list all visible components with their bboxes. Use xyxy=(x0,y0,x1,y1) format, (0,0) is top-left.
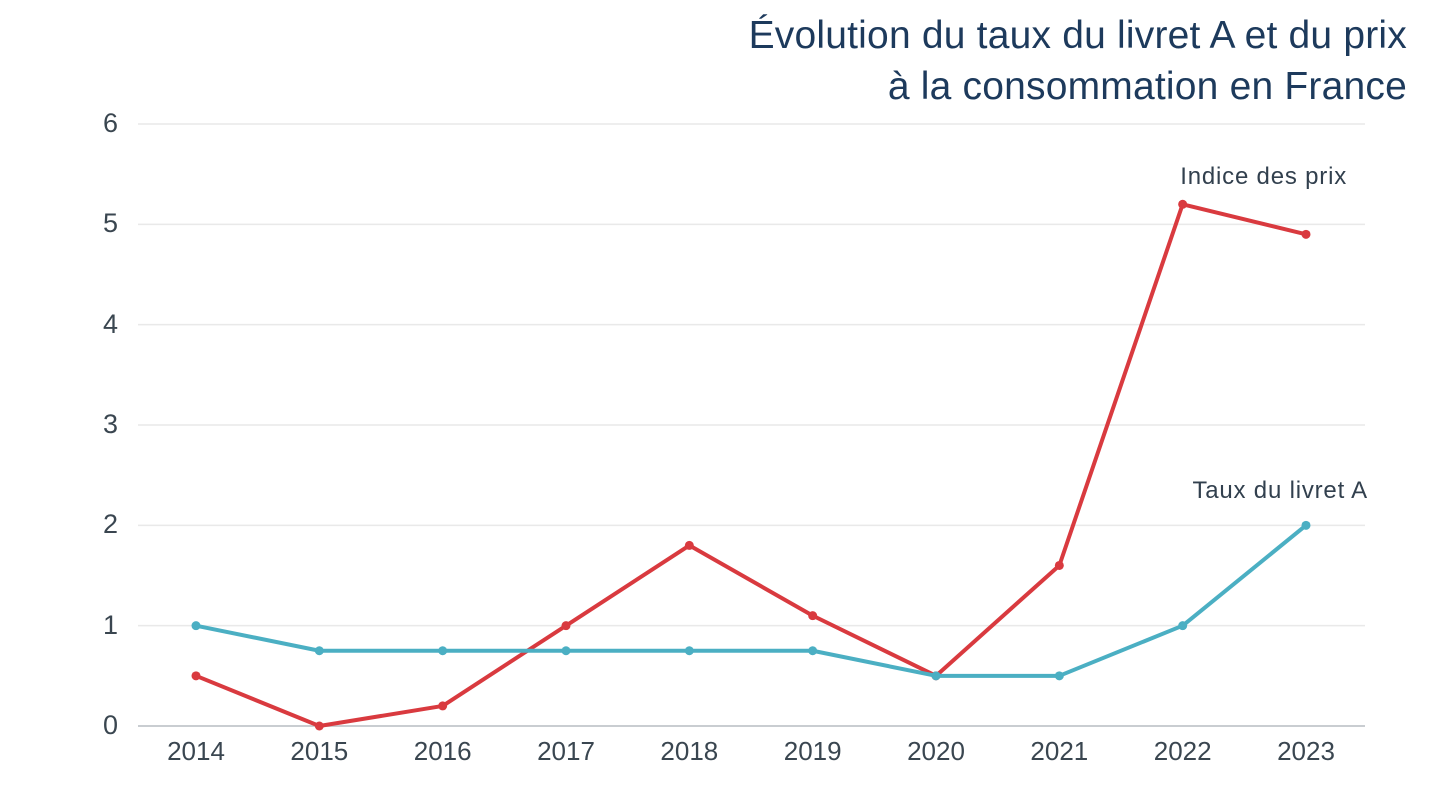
data-point xyxy=(1054,671,1064,681)
y-tick-label: 3 xyxy=(102,409,118,439)
x-tick-label: 2016 xyxy=(413,736,472,766)
series-label-taux-du-livret-a: Taux du livret A xyxy=(1192,477,1368,504)
data-point xyxy=(314,721,324,731)
chart-title-line2: à la consommation en France xyxy=(887,65,1407,108)
y-tick-label: 0 xyxy=(102,710,118,740)
data-point xyxy=(1054,560,1064,570)
y-tick-label: 4 xyxy=(102,308,118,339)
x-tick-label: 2018 xyxy=(660,736,719,766)
y-tick-label: 2 xyxy=(102,509,118,540)
x-tick-label: 2015 xyxy=(290,736,349,766)
data-point xyxy=(1178,621,1188,631)
x-tick-label: 2021 xyxy=(1030,736,1089,766)
data-point xyxy=(314,646,324,656)
x-tick-label: 2022 xyxy=(1153,736,1212,766)
y-tick-label: 5 xyxy=(102,208,118,239)
data-point xyxy=(931,671,941,681)
chart-title-line1: Évolution du taux du livret A et du prix xyxy=(748,14,1407,57)
data-point xyxy=(438,701,448,711)
data-point xyxy=(1301,520,1311,530)
x-tick-label: 2017 xyxy=(537,736,595,766)
data-point xyxy=(191,671,201,681)
x-tick-label: 2023 xyxy=(1277,736,1335,766)
data-point xyxy=(1178,199,1188,209)
x-tick-label: 2014 xyxy=(167,736,225,766)
y-tick-label: 6 xyxy=(102,108,118,138)
x-tick-label: 2019 xyxy=(783,736,842,766)
data-point xyxy=(191,621,201,631)
data-point xyxy=(684,646,694,656)
chart-title: Évolution du taux du livret A et du prix… xyxy=(749,10,1407,112)
series-line-0 xyxy=(194,202,1308,728)
series-label-indice-des-prix: Indice des prix xyxy=(1180,163,1347,190)
data-point xyxy=(561,646,571,656)
data-point xyxy=(808,646,818,656)
x-tick-label: 2020 xyxy=(907,736,965,766)
data-point xyxy=(438,646,448,656)
data-point xyxy=(808,611,818,621)
data-point xyxy=(1301,229,1311,239)
series-line-1 xyxy=(194,523,1308,678)
data-point xyxy=(684,540,694,550)
y-tick-label: 1 xyxy=(102,609,118,640)
data-point xyxy=(561,621,571,631)
